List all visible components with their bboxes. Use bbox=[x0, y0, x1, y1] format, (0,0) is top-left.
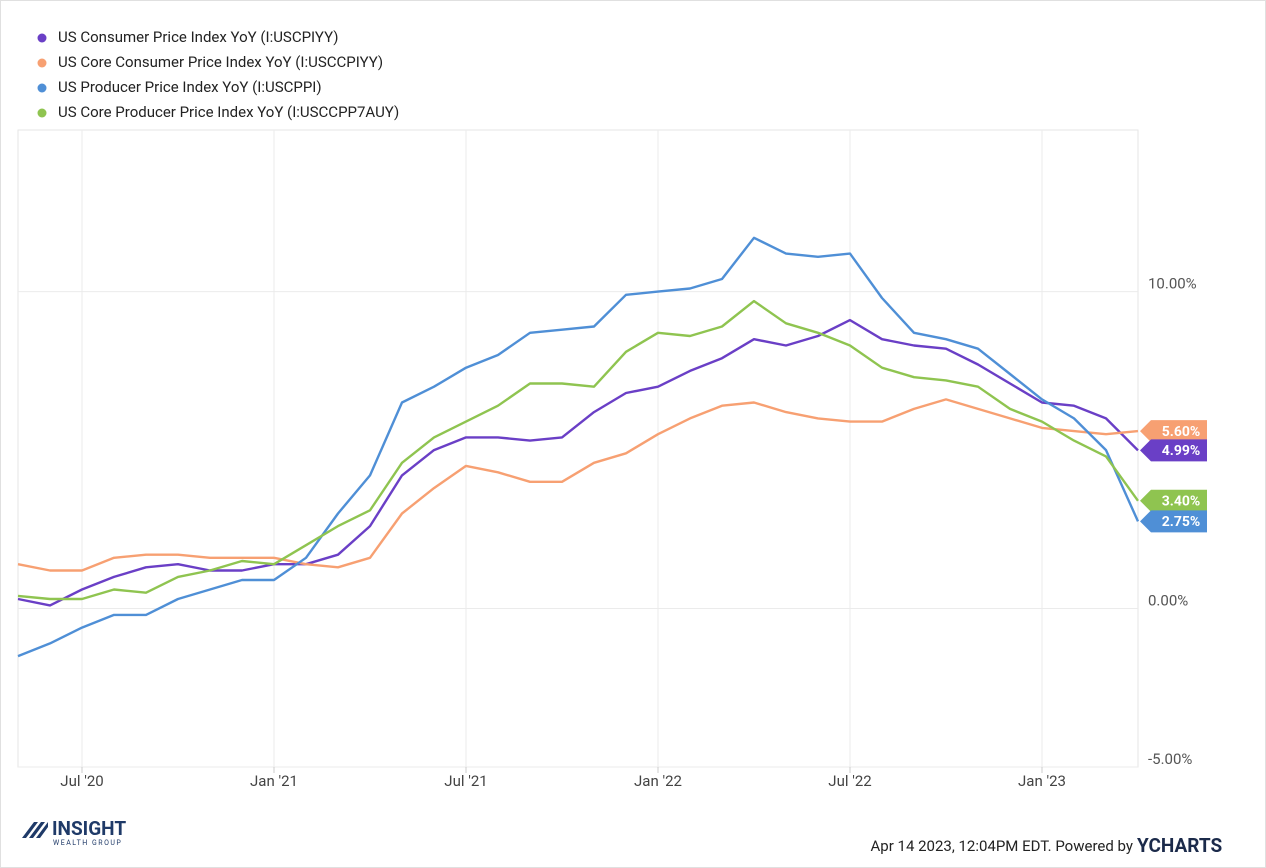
x-tick-label: Jul '21 bbox=[444, 772, 487, 790]
logo-mark bbox=[22, 822, 48, 838]
legend-marker bbox=[37, 58, 47, 68]
end-tag-label: 3.40% bbox=[1162, 493, 1201, 509]
y-tick-label: 0.00% bbox=[1148, 592, 1188, 610]
series-line bbox=[17, 299, 1139, 601]
plot-frame bbox=[17, 129, 1139, 768]
legend-marker bbox=[37, 108, 47, 118]
x-tick-label: Jan '21 bbox=[250, 772, 298, 790]
legend-marker bbox=[37, 83, 47, 93]
end-tag-label: 2.75% bbox=[1162, 514, 1201, 530]
y-tick-label: -5.00% bbox=[1148, 750, 1192, 768]
legend-label: US Core Producer Price Index YoY (I:USCC… bbox=[58, 103, 399, 121]
series-line bbox=[17, 318, 1139, 607]
end-tag-label: 4.99% bbox=[1162, 443, 1201, 459]
legend-label: US Consumer Price Index YoY (I:USCPIYY) bbox=[58, 28, 338, 46]
end-tag bbox=[1140, 489, 1207, 512]
x-tick-label: Jan '23 bbox=[1018, 772, 1066, 790]
end-tag bbox=[1140, 439, 1207, 462]
x-tick-label: Jul '22 bbox=[828, 772, 871, 790]
legend-marker bbox=[37, 33, 47, 43]
logo: INSIGHT WEALTH GROUP bbox=[22, 817, 126, 847]
y-tick-label: 10.00% bbox=[1148, 275, 1197, 293]
x-tick-label: Jul '20 bbox=[60, 772, 103, 790]
legend-label: US Core Consumer Price Index YoY (I:USCC… bbox=[58, 53, 383, 71]
series-line bbox=[17, 236, 1140, 658]
end-tag-label: 5.60% bbox=[1162, 424, 1201, 440]
end-tag bbox=[1140, 510, 1207, 533]
logo-text: INSIGHT bbox=[52, 817, 126, 840]
x-tick-label: Jan '22 bbox=[634, 772, 682, 790]
logo-subtext: WEALTH GROUP bbox=[53, 839, 122, 847]
series-line bbox=[17, 398, 1139, 572]
legend-label: US Producer Price Index YoY (I:USCPPI) bbox=[58, 78, 322, 96]
footer-brand: YCHARTS bbox=[1137, 834, 1223, 857]
end-tag bbox=[1140, 420, 1207, 443]
footer-timestamp: Apr 14 2023, 12:04PM EDT. Powered by bbox=[871, 837, 1134, 855]
